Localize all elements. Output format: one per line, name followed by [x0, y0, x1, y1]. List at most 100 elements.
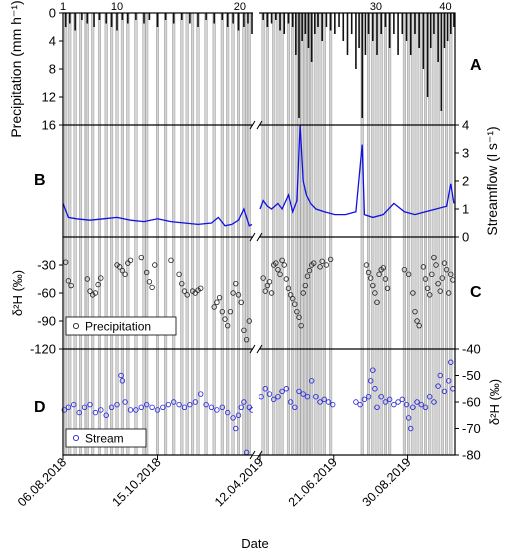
event-band	[423, 12, 427, 456]
chart-marks	[61, 13, 456, 456]
stream-isotope-point	[279, 388, 285, 395]
event-band	[180, 12, 184, 456]
precip-isotope-point	[317, 264, 323, 270]
y-tick-label: -30	[37, 258, 56, 273]
precip-isotope-point	[87, 288, 93, 294]
precip-isotope-point	[420, 264, 427, 270]
precip-bar	[310, 13, 313, 62]
precip-isotope-point	[410, 290, 416, 296]
precip-isotope-point	[283, 276, 290, 282]
precip-bar	[361, 13, 364, 118]
axis-break-mark	[249, 232, 256, 242]
stream-isotope-point	[372, 386, 378, 392]
x-tick-label: 21.06.2019	[286, 455, 340, 509]
precip-bar	[301, 13, 303, 41]
event-band	[247, 12, 251, 456]
precip-bar	[401, 13, 404, 34]
y-tick-label: -120	[30, 342, 56, 357]
stream-isotope-point	[414, 399, 420, 405]
y-axis-title-stream-d2h: δ²H (‰)	[487, 379, 502, 425]
stream-isotope-point	[441, 388, 448, 395]
stream-isotope-point	[118, 372, 124, 379]
stream-isotope-point	[127, 407, 134, 413]
legend-box-precip	[65, 316, 177, 336]
event-band	[411, 12, 415, 456]
precip-bar	[367, 13, 370, 34]
stream-isotope-point	[233, 425, 239, 432]
precip-bar	[148, 13, 151, 20]
precip-bar	[388, 13, 391, 48]
precip-bar	[325, 13, 328, 27]
stream-isotope-point	[76, 409, 82, 416]
event-band	[428, 12, 432, 456]
precip-isotope-point	[138, 254, 144, 261]
stream-isotope-point	[386, 396, 393, 403]
stream-isotope-point	[374, 404, 380, 410]
precip-isotope-point	[374, 299, 380, 306]
stream-isotope-point	[330, 401, 336, 408]
precip-isotope-point	[214, 299, 220, 306]
stream-isotope-point	[181, 404, 188, 410]
precip-bar	[189, 13, 191, 24]
precip-isotope-point	[184, 292, 190, 298]
y-tick-label: 0	[462, 230, 469, 245]
stream-isotope-point	[405, 415, 412, 421]
precip-bar	[93, 13, 95, 27]
precip-isotope-point	[319, 258, 325, 264]
stream-isotope-point	[266, 391, 273, 397]
event-band	[314, 12, 318, 456]
precip-bar	[414, 13, 416, 34]
stream-isotope-point	[422, 404, 429, 410]
precip-bar	[143, 13, 145, 24]
y-tick-label: 2	[462, 174, 469, 189]
streamflow-line-2018	[62, 203, 253, 227]
stream-isotope-point	[399, 396, 405, 403]
legend-box-stream	[65, 428, 147, 448]
streamflow-line-2019	[259, 124, 455, 219]
y-tick-label: 16	[42, 118, 56, 133]
stream-isotope-point	[357, 401, 363, 408]
precip-isotope-point	[277, 271, 283, 278]
precip-isotope-point	[68, 282, 74, 289]
precip-bar	[409, 13, 412, 55]
stream-isotope-point	[427, 394, 433, 400]
precip-isotope-point	[279, 257, 285, 264]
stream-isotope-point	[214, 407, 220, 413]
stream-isotope-point	[313, 394, 319, 400]
precip-isotope-point	[89, 292, 96, 298]
stream-isotope-point	[241, 399, 247, 405]
event-band	[164, 12, 168, 456]
event-band	[383, 12, 387, 456]
event-band	[204, 12, 208, 456]
precip-bar	[307, 13, 310, 48]
y-tick-label: 4	[462, 118, 469, 133]
precip-bar	[266, 13, 269, 27]
axis-break-gap	[253, 13, 259, 455]
precip-isotope-point	[435, 280, 441, 287]
precip-isotope-point	[323, 262, 330, 268]
legend-marker-precip	[72, 322, 80, 330]
stream-isotope-point	[448, 359, 454, 365]
precip-bar	[350, 13, 353, 34]
precip-isotope-point	[298, 322, 304, 329]
event-number: 20	[234, 1, 246, 13]
stream-isotope-point	[408, 425, 414, 432]
stream-isotope-point	[271, 396, 277, 403]
stream-isotope-point	[61, 407, 68, 413]
legend-label-precip: Precipitation	[85, 320, 151, 334]
event-band	[415, 12, 419, 456]
precip-isotope-point	[296, 314, 302, 320]
stream-isotope-point	[382, 399, 389, 405]
stream-isotope-point	[370, 367, 376, 373]
precip-bar	[86, 13, 89, 24]
precip-isotope-point	[65, 278, 72, 284]
precip-isotope-point	[273, 260, 279, 266]
precip-bar	[172, 13, 175, 24]
y-axis-title-precip: Precipitation (mm h⁻¹)	[8, 0, 24, 137]
precip-isotope-point	[230, 290, 236, 296]
precip-bar	[81, 13, 83, 20]
precip-isotope-point	[233, 280, 239, 287]
precip-isotope-point	[211, 304, 217, 310]
stream-isotope-point	[391, 401, 397, 408]
